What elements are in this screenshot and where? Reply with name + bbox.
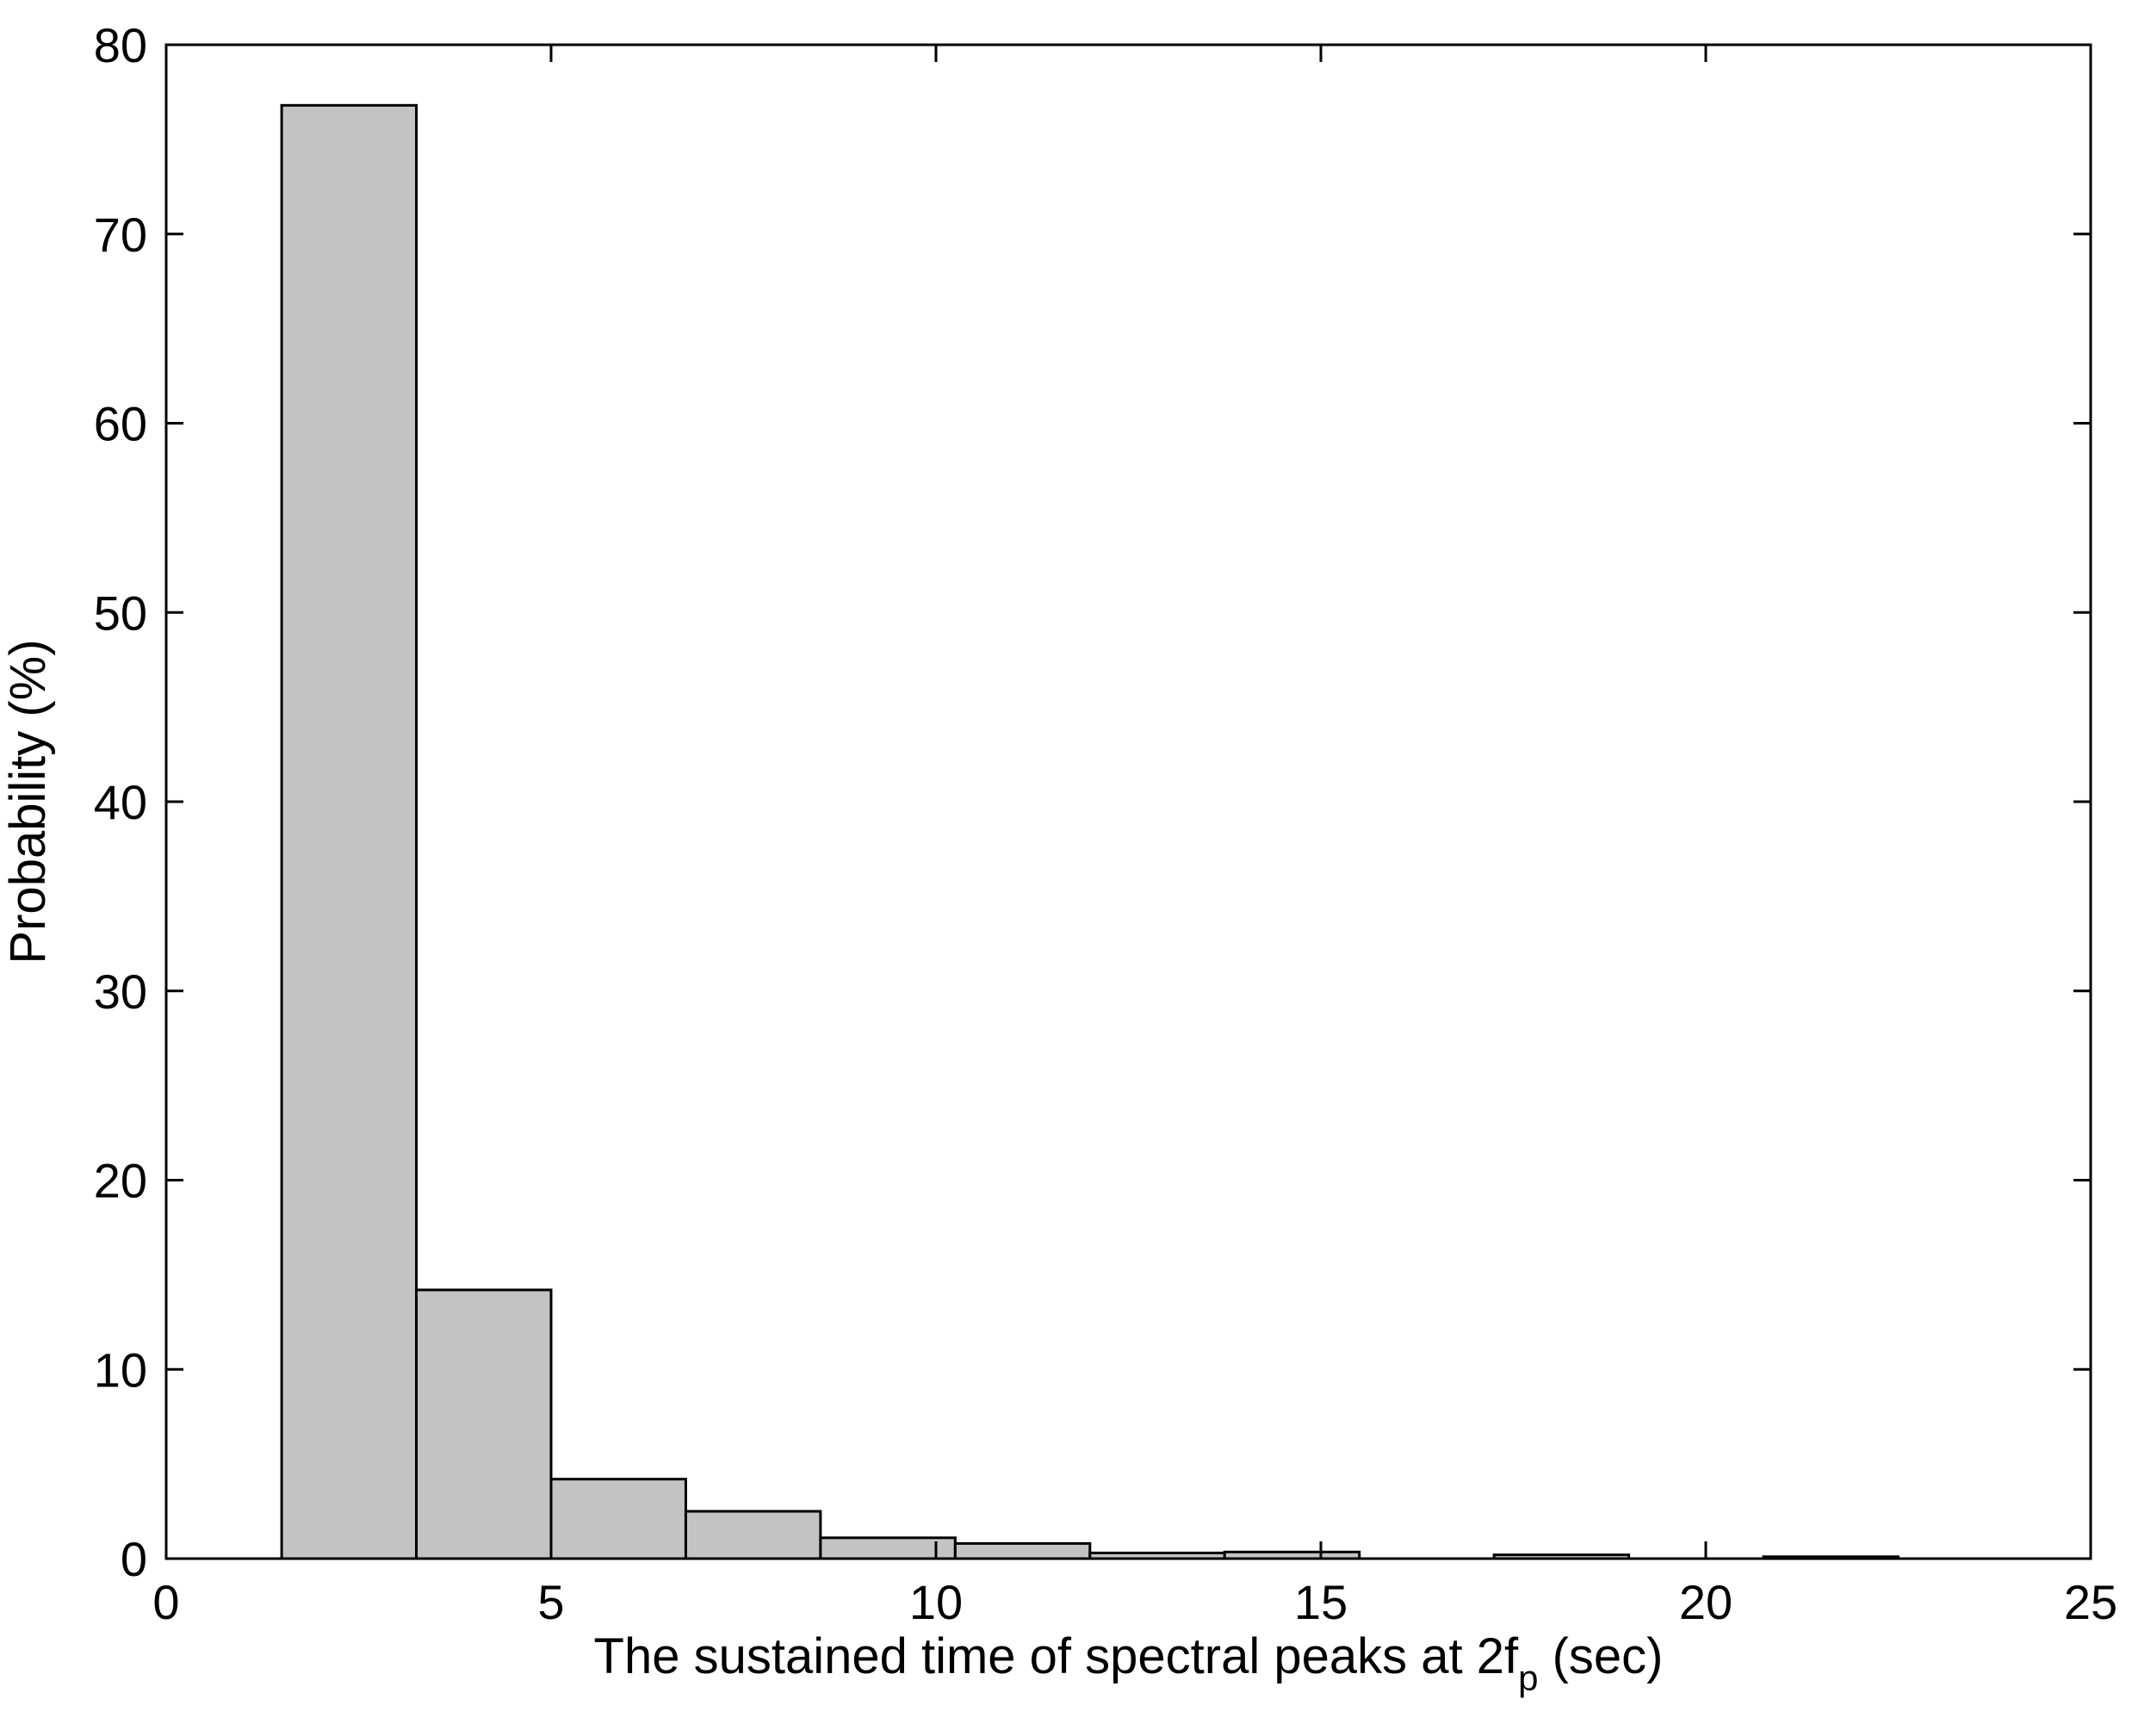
- x-tick-label-25: 25: [2064, 1575, 2117, 1629]
- x-tick-label-20: 20: [1679, 1575, 1732, 1629]
- x-axis-label: The sustained time of spectral peaks at …: [594, 1628, 1664, 1698]
- tick-labels-group: 0 5 10 15 20 25 0 10 20 30 40 50 60 70 80: [94, 18, 2117, 1629]
- y-tick-label-50: 50: [94, 586, 147, 640]
- histogram-bar-6: [953, 1541, 1092, 1560]
- x-axis-label-subscript: p: [1518, 1658, 1538, 1698]
- x-tick-label-15: 15: [1294, 1575, 1348, 1629]
- histogram-bar-1: [280, 103, 418, 1560]
- histogram-bar-4: [684, 1510, 822, 1560]
- histogram-bar-3: [549, 1478, 687, 1560]
- y-tick-label-40: 40: [94, 775, 147, 829]
- y-tick-label-80: 80: [94, 18, 147, 72]
- y-tick-label-10: 10: [94, 1342, 147, 1397]
- x-tick-label-0: 0: [152, 1575, 179, 1629]
- y-tick-label-60: 60: [94, 397, 147, 451]
- histogram-bar-2: [415, 1288, 553, 1560]
- bars-group: [280, 103, 1900, 1560]
- x-tick-label-10: 10: [909, 1575, 963, 1629]
- y-tick-label-70: 70: [94, 208, 147, 262]
- x-axis-label-tail: (sec): [1538, 1628, 1663, 1684]
- y-tick-label-30: 30: [94, 964, 147, 1019]
- x-tick-label-5: 5: [537, 1575, 564, 1629]
- y-tick-label-0: 0: [121, 1532, 147, 1586]
- x-axis-label-main: The sustained time of spectral peaks at …: [594, 1628, 1519, 1684]
- ticks-group: [164, 43, 2092, 1560]
- y-axis-label: Probability (%): [0, 639, 56, 964]
- y-tick-label-20: 20: [94, 1154, 147, 1208]
